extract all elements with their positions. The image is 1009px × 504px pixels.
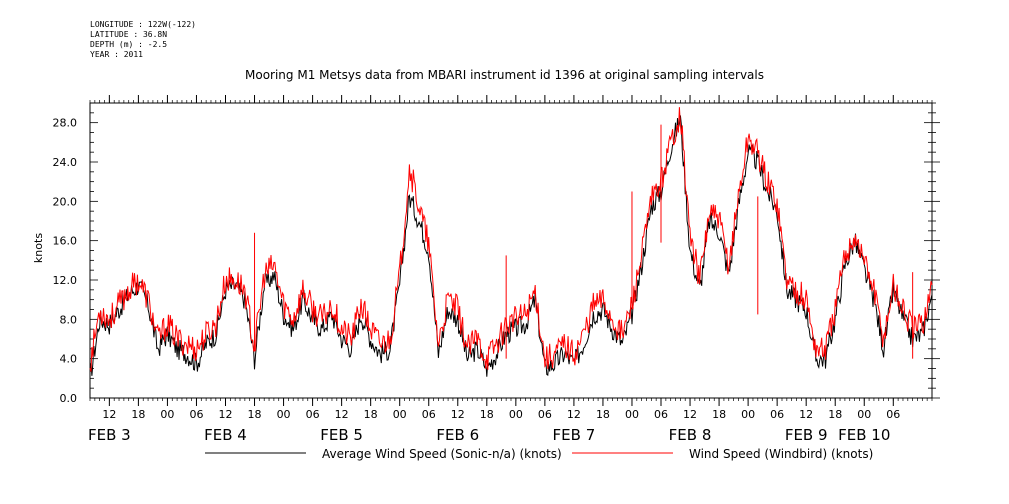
x-tick-label: 18 bbox=[712, 408, 726, 421]
y-tick-label: 16.0 bbox=[53, 235, 78, 248]
y-axis-label: knots bbox=[32, 233, 45, 263]
x-tick-label: 12 bbox=[218, 408, 232, 421]
year-text: YEAR : 2011 bbox=[90, 50, 143, 59]
x-day-label: FEB 9 bbox=[785, 426, 828, 444]
y-tick-label: 12.0 bbox=[53, 274, 78, 287]
x-tick-label: 06 bbox=[189, 408, 203, 421]
x-tick-label: 06 bbox=[886, 408, 900, 421]
x-tick-label: 00 bbox=[277, 408, 291, 421]
legend-label-windbird: Wind Speed (Windbird) (knots) bbox=[689, 447, 873, 461]
x-tick-label: 12 bbox=[451, 408, 465, 421]
series-line-windbird bbox=[89, 107, 933, 372]
series-line-sonic bbox=[89, 115, 933, 377]
x-day-label: FEB 6 bbox=[436, 426, 479, 444]
x-tick-label: 12 bbox=[567, 408, 581, 421]
x-tick-label: 18 bbox=[828, 408, 842, 421]
x-tick-label: 00 bbox=[741, 408, 755, 421]
plot-frame bbox=[89, 102, 933, 399]
y-tick-label: 0.0 bbox=[60, 392, 78, 405]
y-tick-label: 20.0 bbox=[53, 195, 78, 208]
x-tick-label: 06 bbox=[770, 408, 784, 421]
x-tick-label: 06 bbox=[306, 408, 320, 421]
metadata-block: LONGITUDE : 122W(-122) LATITUDE : 36.8N … bbox=[90, 20, 196, 60]
x-day-label: FEB 8 bbox=[669, 426, 712, 444]
x-tick-label: 12 bbox=[102, 408, 116, 421]
x-tick-label: 00 bbox=[509, 408, 523, 421]
x-tick-label: 06 bbox=[538, 408, 552, 421]
y-tick-label: 4.0 bbox=[60, 353, 78, 366]
x-tick-label: 18 bbox=[480, 408, 494, 421]
longitude-text: LONGITUDE : 122W(-122) bbox=[90, 20, 196, 29]
x-tick-label: 00 bbox=[857, 408, 871, 421]
x-day-label: FEB 10 bbox=[838, 426, 890, 444]
latitude-text: LATITUDE : 36.8N bbox=[90, 30, 168, 39]
y-tick-label: 8.0 bbox=[60, 313, 78, 326]
x-tick-label: 00 bbox=[160, 408, 174, 421]
x-day-label: FEB 4 bbox=[204, 426, 247, 444]
x-day-label: FEB 5 bbox=[320, 426, 363, 444]
depth-text: DEPTH (m) : -2.5 bbox=[90, 40, 168, 49]
y-tick-label: 24.0 bbox=[53, 156, 78, 169]
x-tick-label: 18 bbox=[364, 408, 378, 421]
x-tick-label: 18 bbox=[248, 408, 262, 421]
x-tick-label: 18 bbox=[131, 408, 145, 421]
y-tick-label: 28.0 bbox=[53, 117, 78, 130]
x-tick-label: 00 bbox=[625, 408, 639, 421]
x-tick-label: 06 bbox=[654, 408, 668, 421]
x-tick-label: 00 bbox=[393, 408, 407, 421]
x-tick-label: 12 bbox=[683, 408, 697, 421]
x-tick-label: 18 bbox=[596, 408, 610, 421]
legend-label-sonic: Average Wind Speed (Sonic-n/a) (knots) bbox=[322, 447, 562, 461]
x-day-label: FEB 3 bbox=[88, 426, 131, 444]
x-tick-label: 12 bbox=[335, 408, 349, 421]
x-tick-label: 12 bbox=[799, 408, 813, 421]
x-tick-label: 06 bbox=[422, 408, 436, 421]
chart-title: Mooring M1 Metsys data from MBARI instru… bbox=[245, 68, 764, 82]
x-day-label: FEB 7 bbox=[553, 426, 596, 444]
